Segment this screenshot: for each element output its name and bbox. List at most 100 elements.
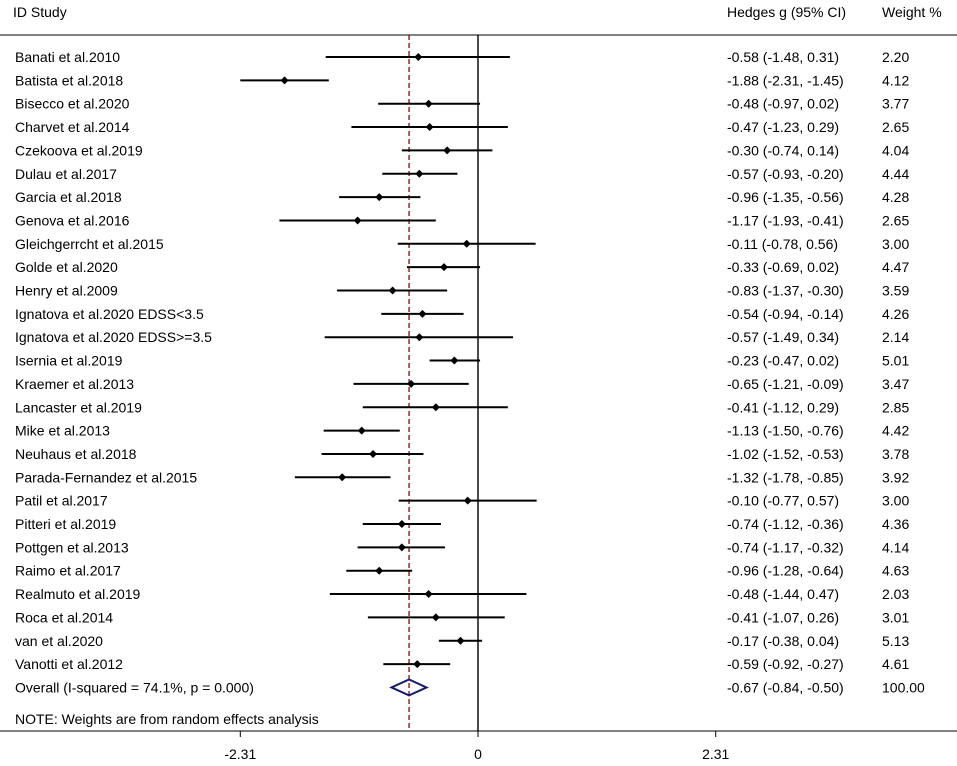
study-label: Henry et al.2009 <box>15 283 118 299</box>
study-label: Dulau et al.2017 <box>15 166 117 182</box>
study-row: Gleichgerrcht et al.2015 -0.11 (-0.78, 0.… <box>15 236 909 252</box>
point-estimate <box>369 449 378 458</box>
weight-value: 2.14 <box>882 329 909 345</box>
point-estimate <box>375 193 384 202</box>
study-row: Ignatova et al.2020 EDSS>=3.5 -0.57 (-1.4… <box>15 329 909 345</box>
weight-value: 3.59 <box>882 283 909 299</box>
point-estimate <box>353 216 362 225</box>
point-estimate <box>415 169 424 178</box>
study-label: Roca et al.2014 <box>15 609 113 625</box>
weight-value: 3.47 <box>882 376 909 392</box>
point-estimate <box>407 379 416 388</box>
study-label: Lancaster et al.2019 <box>15 399 142 415</box>
study-label: Gleichgerrcht et al.2015 <box>15 236 164 252</box>
weight-value: 3.00 <box>882 493 909 509</box>
effect-ci-value: -1.17 (-1.93, -0.41) <box>727 212 844 228</box>
overall-weight-value: 100.00 <box>882 679 925 695</box>
effect-ci-value: -0.23 (-0.47, 0.02) <box>727 353 839 369</box>
point-estimate <box>280 76 289 85</box>
study-label: Raimo et al.2017 <box>15 563 121 579</box>
point-estimate <box>424 99 433 108</box>
study-row: Mike et al.2013 -1.13 (-1.50, -0.76) 4.42 <box>15 423 909 439</box>
overall-row: Overall (I-squared = 74.1%, p = 0.000) -0… <box>15 678 925 697</box>
study-row: Henry et al.2009 -0.83 (-1.37, -0.30) 3.59 <box>15 283 909 299</box>
study-label: Kraemer et al.2013 <box>15 376 134 392</box>
study-row: Banati et al.2010 -0.58 (-1.48, 0.31) 2.20 <box>15 49 909 65</box>
study-row: Lancaster et al.2019 -0.41 (-1.12, 0.29) 2… <box>15 399 909 415</box>
study-label: Patil et al.2017 <box>15 493 108 509</box>
effect-ci-value: -1.02 (-1.52, -0.53) <box>727 446 844 462</box>
point-estimate <box>463 496 472 505</box>
overall-diamond <box>389 678 429 697</box>
study-label: Isernia et al.2019 <box>15 353 123 369</box>
header-study: ID Study <box>13 4 67 20</box>
study-row: Ignatova et al.2020 EDSS<3.5 -0.54 (-0.94… <box>15 306 909 322</box>
point-estimate <box>414 53 423 61</box>
x-tick-label: 2.31 <box>702 746 729 762</box>
weight-value: 4.36 <box>882 516 909 532</box>
study-label: Pottgen et al.2013 <box>15 539 129 555</box>
study-label: Neuhaus et al.2018 <box>15 446 137 462</box>
study-row: Dulau et al.2017 -0.57 (-0.93, -0.20) 4.44 <box>15 166 909 182</box>
effect-ci-value: -0.57 (-0.93, -0.20) <box>727 166 844 182</box>
effect-ci-value: -0.11 (-0.78, 0.56) <box>727 236 838 252</box>
effect-ci-value: -0.59 (-0.92, -0.27) <box>727 656 844 672</box>
weight-value: 4.61 <box>882 656 909 672</box>
point-estimate <box>440 263 449 272</box>
point-estimate <box>418 309 427 318</box>
study-label: Parada-Fernandez et al.2015 <box>15 469 197 485</box>
study-row: Garcia et al.2018 -0.96 (-1.35, -0.56) 4.2… <box>15 189 909 205</box>
effect-ci-value: -0.54 (-0.94, -0.14) <box>727 306 844 322</box>
effect-ci-value: -0.48 (-0.97, 0.02) <box>727 96 839 112</box>
study-row: Charvet et al.2014 -0.47 (-1.23, 0.29) 2.6… <box>15 119 909 135</box>
weight-value: 3.01 <box>882 609 909 625</box>
effect-ci-value: -0.57 (-1.49, 0.34) <box>727 329 839 345</box>
weight-value: 2.20 <box>882 49 909 65</box>
study-label: Bisecco et al.2020 <box>15 96 130 112</box>
weight-value: 4.47 <box>882 259 909 275</box>
effect-ci-value: -1.88 (-2.31, -1.45) <box>727 72 844 88</box>
effect-ci-value: -0.65 (-1.21, -0.09) <box>727 376 844 392</box>
effect-ci-value: -0.74 (-1.17, -0.32) <box>727 539 844 555</box>
x-tick-label: 0 <box>474 746 482 762</box>
point-estimate <box>424 590 433 599</box>
point-estimate <box>425 123 434 132</box>
point-estimate <box>462 239 471 248</box>
header-effect: Hedges g (95% CI) <box>727 4 846 20</box>
effect-ci-value: -0.47 (-1.23, 0.29) <box>727 119 839 135</box>
effect-ci-value: -0.41 (-1.07, 0.26) <box>727 609 839 625</box>
effect-ci-value: -0.33 (-0.69, 0.02) <box>727 259 839 275</box>
study-row: Genova et al.2016 -1.17 (-1.93, -0.41) 2.6… <box>15 212 909 228</box>
study-row: Neuhaus et al.2018 -1.02 (-1.52, -0.53) 3.… <box>15 446 909 462</box>
weight-value: 3.00 <box>882 236 909 252</box>
study-row: Isernia et al.2019 -0.23 (-0.47, 0.02) 5.0… <box>15 353 909 369</box>
study-row: Parada-Fernandez et al.2015 -1.32 (-1.78,… <box>15 469 909 485</box>
weight-value: 2.03 <box>882 586 909 602</box>
overall-label: Overall (I-squared = 74.1%, p = 0.000) <box>15 679 254 695</box>
effect-ci-value: -0.41 (-1.12, 0.29) <box>727 399 839 415</box>
effect-ci-value: -1.32 (-1.78, -0.85) <box>727 469 844 485</box>
study-label: Vanotti et al.2012 <box>15 656 123 672</box>
weight-value: 2.65 <box>882 119 909 135</box>
study-row: Raimo et al.2017 -0.96 (-1.28, -0.64) 4.63 <box>15 563 909 579</box>
header-weight: Weight % <box>882 4 942 20</box>
point-estimate <box>456 636 465 645</box>
effect-ci-value: -0.48 (-1.44, 0.47) <box>727 586 839 602</box>
point-estimate <box>431 403 440 412</box>
effect-ci-value: -0.58 (-1.48, 0.31) <box>727 49 839 65</box>
study-row: Roca et al.2014 -0.41 (-1.07, 0.26) 3.01 <box>15 609 909 625</box>
study-row: Patil et al.2017 -0.10 (-0.77, 0.57) 3.00 <box>15 493 909 509</box>
weight-value: 4.04 <box>882 142 909 158</box>
weight-value: 4.12 <box>882 72 909 88</box>
overall-effect-ci-value: -0.67 (-0.84, -0.50) <box>727 679 844 695</box>
weight-value: 5.01 <box>882 353 909 369</box>
study-label: Charvet et al.2014 <box>15 119 130 135</box>
weight-value: 2.65 <box>882 212 909 228</box>
weight-value: 4.26 <box>882 306 909 322</box>
study-label: Batista et al.2018 <box>15 72 123 88</box>
study-row: Realmuto et al.2019 -0.48 (-1.44, 0.47) 2.… <box>15 586 909 602</box>
weight-value: 4.44 <box>882 166 909 182</box>
effect-ci-value: -1.13 (-1.50, -0.76) <box>727 423 844 439</box>
point-estimate <box>413 660 422 669</box>
